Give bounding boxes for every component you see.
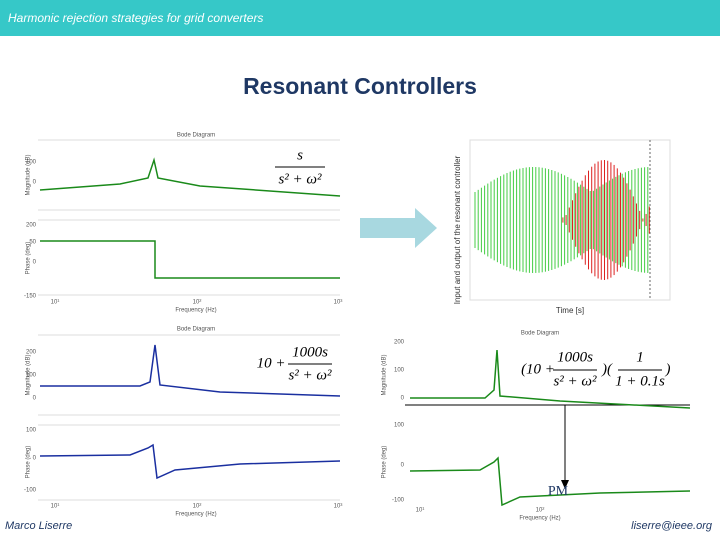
tick-label: 0 bbox=[33, 260, 37, 266]
y-label: Magnitude (dB) bbox=[26, 354, 32, 395]
y-label: Phase (deg) bbox=[26, 446, 32, 479]
bode-plot: Bode Diagram Magnitude (dB) Phase (deg) … bbox=[382, 331, 691, 522]
magnitude-curve bbox=[410, 349, 691, 409]
tick-label: 10² bbox=[536, 508, 545, 514]
formula: s s² + ω² bbox=[275, 147, 325, 187]
phase-curve bbox=[40, 240, 340, 279]
formula-num2: 1 bbox=[636, 349, 644, 365]
tick-label: 0 bbox=[33, 396, 37, 402]
annotation: PM bbox=[548, 484, 569, 499]
tick-label: -100 bbox=[392, 498, 405, 504]
formula-den: s² + ω² bbox=[288, 367, 332, 383]
bode-plot: Bode Diagram Magnitude (dB) Phase (deg) … bbox=[24, 133, 342, 314]
tick-label: 10³ bbox=[334, 504, 343, 510]
tick-label: -100 bbox=[24, 488, 37, 494]
tick-label: 0 bbox=[33, 456, 37, 462]
formula-lead: 10 + bbox=[257, 355, 286, 371]
header-bar bbox=[0, 0, 720, 36]
tick-label: 10² bbox=[193, 300, 202, 306]
tick-label: 10² bbox=[193, 504, 202, 510]
bode-plot: Bode Diagram Magnitude (dB) Phase (deg) … bbox=[24, 327, 342, 518]
phase-curve bbox=[409, 456, 691, 507]
tick-label: 200 bbox=[26, 350, 37, 356]
arrow bbox=[360, 208, 437, 248]
x-label: Frequency (Hz) bbox=[519, 516, 560, 522]
tick-label: 0 bbox=[401, 463, 405, 469]
x-label: Time [s] bbox=[556, 306, 584, 315]
tick-label: 100 bbox=[394, 423, 405, 429]
formula-close: ) bbox=[665, 361, 671, 377]
tick-label: 100 bbox=[394, 368, 405, 374]
tick-label: 0 bbox=[33, 180, 37, 186]
formula-num: s bbox=[297, 147, 303, 163]
formula-den: s² + ω² bbox=[278, 171, 322, 187]
y-label: Input and output of the resonant control… bbox=[453, 155, 462, 304]
tick-label: -150 bbox=[24, 294, 37, 300]
formula-mid: )( bbox=[601, 361, 613, 377]
formula-num: 1000s bbox=[292, 344, 328, 360]
tick-label: 10¹ bbox=[51, 504, 60, 510]
formula: (10 + 1000s s² + ω² )( 1 1 + 0.1s ) bbox=[521, 349, 670, 389]
pm-arrowhead bbox=[561, 480, 569, 489]
plot-title: Bode Diagram bbox=[177, 133, 215, 139]
tick-label: 0 bbox=[401, 396, 405, 402]
phase-curve bbox=[39, 443, 341, 480]
magnitude-curve bbox=[39, 157, 341, 197]
footer-email: liserre@ieee.org bbox=[631, 520, 713, 532]
x-label: Frequency (Hz) bbox=[175, 308, 216, 314]
formula-num: 1000s bbox=[557, 349, 593, 365]
y-label: Magnitude (dB) bbox=[382, 354, 388, 395]
magnitude-curve bbox=[40, 344, 341, 397]
tick-label: 50 bbox=[29, 240, 36, 246]
frame bbox=[469, 139, 671, 301]
formula-den2: 1 + 0.1s bbox=[615, 373, 665, 389]
footer-author: Marco Liserre bbox=[5, 520, 72, 532]
y-label: Magnitude (dB) bbox=[26, 154, 32, 195]
tick-label: 100 bbox=[26, 373, 37, 379]
formula-open: (10 + bbox=[521, 361, 555, 377]
tick-label: 200 bbox=[394, 340, 405, 346]
header-title: Harmonic rejection strategies for grid c… bbox=[8, 11, 263, 25]
tick-label: 100 bbox=[26, 428, 37, 434]
tick-label: 100 bbox=[26, 160, 37, 166]
tick-label: 10¹ bbox=[51, 300, 60, 306]
slide-title: Resonant Controllers bbox=[243, 73, 477, 99]
tick-label: 10¹ bbox=[416, 508, 425, 514]
formula: 10 + 1000s s² + ω² bbox=[257, 344, 332, 383]
y-label: Phase (deg) bbox=[382, 446, 388, 479]
x-label: Frequency (Hz) bbox=[175, 512, 216, 518]
y-label: Phase (deg) bbox=[26, 242, 32, 275]
tick-label: 200 bbox=[26, 223, 37, 229]
plot-title: Bode Diagram bbox=[177, 327, 215, 333]
time-plot: Input and output of the resonant control… bbox=[453, 139, 671, 315]
plot-title: Bode Diagram bbox=[521, 331, 559, 337]
tick-label: 10³ bbox=[334, 300, 343, 306]
formula-den: s² + ω² bbox=[553, 373, 597, 389]
